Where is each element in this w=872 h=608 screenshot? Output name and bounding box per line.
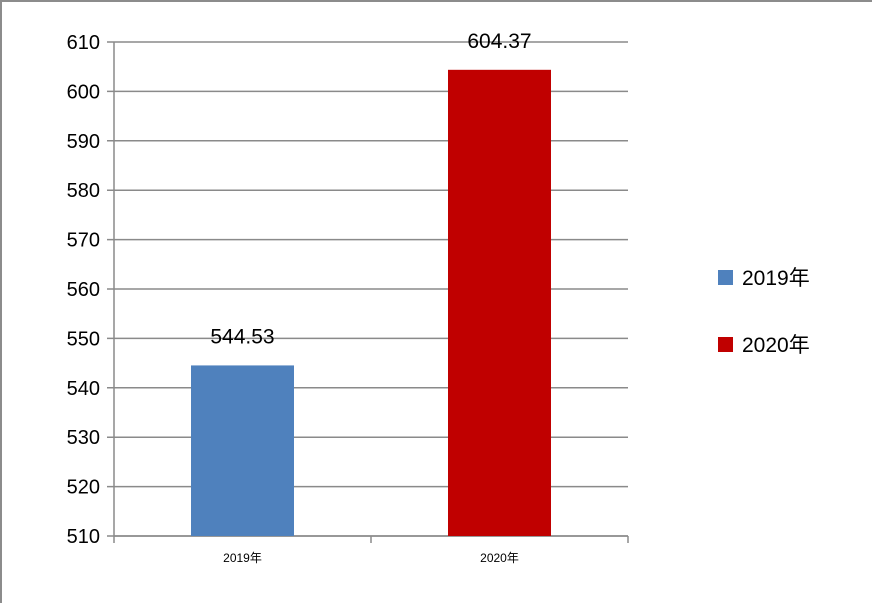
data-label: 544.53 — [210, 325, 274, 348]
y-tick-label: 600 — [67, 81, 100, 103]
y-tick-label: 590 — [67, 131, 100, 153]
y-tick-label: 550 — [67, 328, 100, 350]
bars — [191, 69, 551, 537]
y-tick-label: 520 — [67, 477, 100, 499]
y-tick-label: 570 — [67, 230, 100, 252]
y-tick-label: 510 — [67, 526, 100, 548]
y-axis: 610 600 590 580 570 560 550 540 530 520 510 — [67, 32, 115, 548]
y-tick-label: 610 — [67, 32, 100, 54]
legend-label: 2019年 — [742, 267, 810, 290]
legend-label: 2020年 — [742, 334, 810, 357]
value-labels: 544.53 604.37 — [210, 30, 531, 349]
x-tick-label: 2020年 — [480, 551, 519, 565]
bar-2 — [448, 69, 551, 537]
y-tick-label: 560 — [67, 279, 100, 301]
x-axis: 2019年 2020年 — [113, 535, 629, 565]
x-tick-label: 2019年 — [223, 551, 262, 565]
y-tick-label: 540 — [67, 378, 100, 400]
y-tick-label: 530 — [67, 427, 100, 449]
legend: 2019年 2020年 — [718, 267, 810, 357]
legend-swatch — [718, 270, 733, 285]
legend-swatch — [718, 337, 733, 352]
bar-1 — [191, 365, 294, 536]
y-tick-label: 580 — [67, 180, 100, 202]
data-label: 604.37 — [467, 30, 531, 53]
